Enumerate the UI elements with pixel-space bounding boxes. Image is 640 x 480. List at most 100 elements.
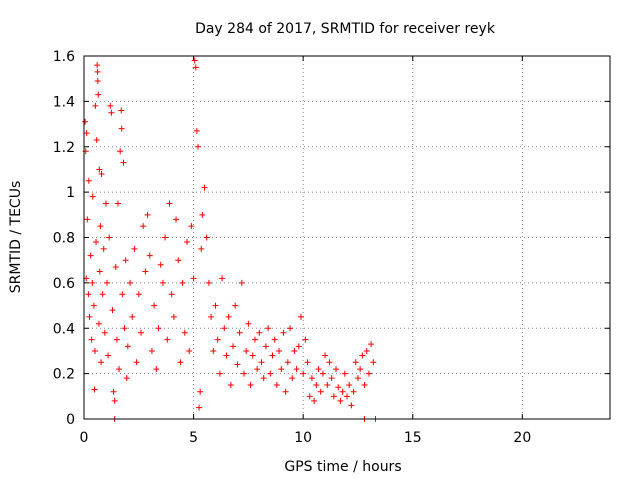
data-point — [258, 359, 265, 366]
y-tick-label: 0.2 — [53, 367, 75, 383]
data-point — [117, 148, 124, 155]
data-point — [181, 329, 188, 336]
data-point — [151, 302, 158, 309]
data-point — [313, 381, 320, 388]
data-point — [271, 336, 278, 343]
data-point — [173, 216, 180, 223]
data-point — [333, 366, 340, 373]
data-point — [82, 118, 89, 125]
data-point — [168, 291, 175, 298]
data-point — [194, 143, 201, 150]
data-point — [110, 388, 117, 395]
data-point — [212, 302, 219, 309]
data-point — [304, 359, 311, 366]
data-point — [308, 375, 315, 382]
data-point — [184, 239, 191, 246]
data-point — [166, 200, 173, 207]
data-point — [210, 347, 217, 354]
data-point — [354, 375, 361, 382]
data-point — [201, 184, 208, 191]
data-point — [249, 352, 256, 359]
data-point — [153, 366, 160, 373]
data-point — [322, 352, 329, 359]
data-point — [214, 336, 221, 343]
data-point — [350, 388, 357, 395]
data-point — [104, 279, 111, 286]
data-point — [144, 211, 151, 218]
data-point — [295, 343, 302, 350]
data-point — [284, 359, 291, 366]
data-point — [95, 91, 102, 98]
x-tick-label: 5 — [189, 430, 198, 446]
data-point — [306, 393, 313, 400]
data-point — [273, 381, 280, 388]
y-tick-label: 0.4 — [53, 321, 75, 337]
data-point — [192, 64, 199, 71]
data-point — [113, 336, 120, 343]
data-point — [93, 239, 100, 246]
data-point — [91, 347, 98, 354]
data-point — [96, 268, 103, 275]
data-point — [302, 336, 309, 343]
data-point — [311, 397, 318, 404]
data-point — [370, 359, 377, 366]
data-point — [116, 366, 123, 373]
ticks: 0 0.2 0.4 0.6 0.8 1 1.2 1.4 1.6 0 5 10 15 20 — [53, 49, 610, 446]
data-point — [179, 279, 186, 286]
data-point — [148, 347, 155, 354]
data-point — [98, 359, 105, 366]
data-point — [122, 257, 129, 264]
data-point — [105, 352, 112, 359]
data-point — [120, 159, 127, 166]
data-point — [137, 329, 144, 336]
data-point — [232, 302, 239, 309]
data-point — [256, 329, 263, 336]
data-point — [101, 329, 108, 336]
data-point — [86, 313, 93, 320]
data-point — [247, 381, 254, 388]
data-point — [135, 291, 142, 298]
data-point — [243, 347, 250, 354]
data-point — [346, 381, 353, 388]
data-point — [106, 234, 113, 241]
data-point — [236, 329, 243, 336]
data-point — [140, 223, 147, 230]
data-point — [317, 388, 324, 395]
data-point — [190, 275, 197, 282]
data-point — [108, 109, 115, 116]
data-point — [89, 193, 96, 200]
data-point — [118, 125, 125, 132]
y-tick-label: 1.6 — [53, 49, 75, 65]
data-point — [112, 263, 119, 270]
data-point — [118, 107, 125, 114]
data-point — [315, 366, 322, 373]
data-point — [245, 320, 252, 327]
data-point — [280, 329, 287, 336]
data-point — [291, 347, 298, 354]
data-point — [99, 291, 106, 298]
data-point — [91, 386, 98, 393]
data-point — [341, 370, 348, 377]
data-point — [157, 261, 164, 268]
plot-frame — [83, 55, 611, 420]
data-point — [170, 313, 177, 320]
x-tick-label: 10 — [294, 430, 312, 446]
data-point — [352, 359, 359, 366]
data-point — [262, 343, 269, 350]
data-point — [177, 359, 184, 366]
data-point — [363, 347, 370, 354]
data-point — [188, 223, 195, 230]
data-point — [348, 402, 355, 409]
y-tick-label: 0 — [66, 412, 75, 428]
data-point — [278, 366, 285, 373]
data-point — [225, 313, 232, 320]
data-point — [208, 313, 215, 320]
data-point — [146, 252, 153, 259]
data-point — [240, 370, 247, 377]
data-point — [102, 200, 109, 207]
data-points — [82, 57, 379, 422]
data-point — [365, 370, 372, 377]
data-point — [330, 393, 337, 400]
data-point — [359, 352, 366, 359]
